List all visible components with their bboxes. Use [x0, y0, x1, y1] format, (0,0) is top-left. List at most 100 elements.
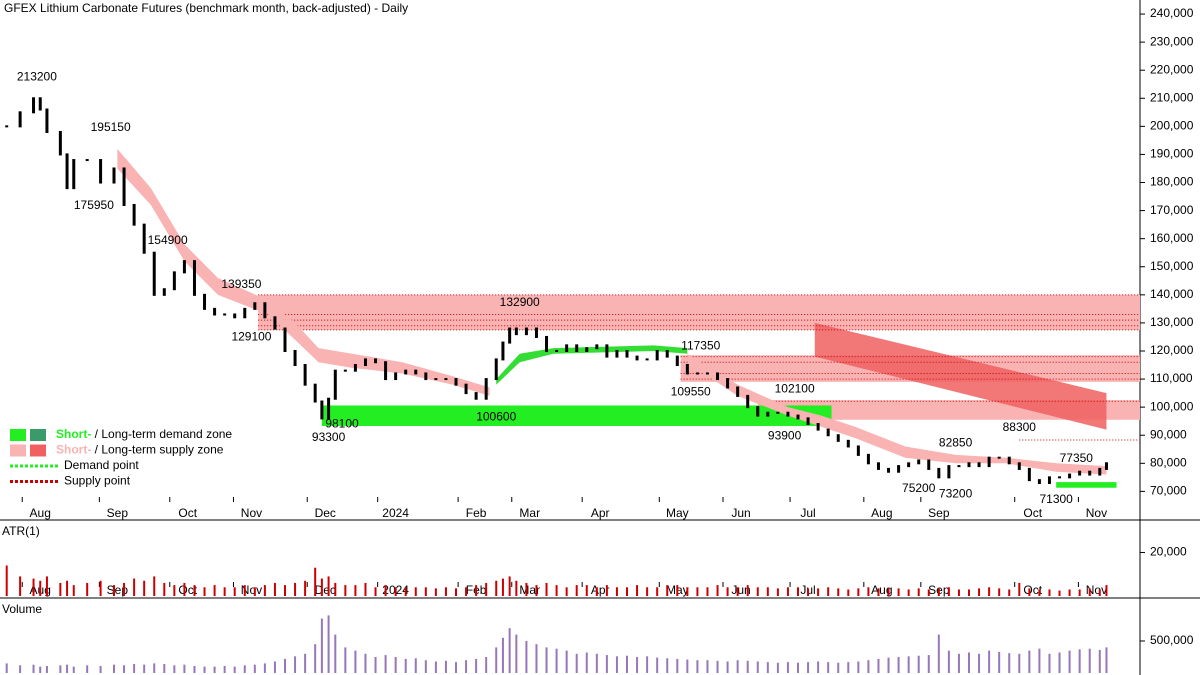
atr-bar [827, 587, 830, 596]
price-bar [846, 439, 850, 448]
y-tick-label: 200,000 [1150, 119, 1194, 133]
x-tick-label: Oct [1023, 583, 1042, 597]
y-tick-label: 220,000 [1150, 62, 1194, 76]
atr-bar [575, 585, 578, 596]
volume-bar [334, 634, 337, 673]
x-tick-label: Dec [315, 583, 336, 597]
volume-bar [535, 644, 538, 673]
atr-bar [907, 589, 910, 596]
volume-title: Volume [2, 602, 42, 616]
price-bar [38, 97, 42, 111]
legend-text: / [91, 443, 101, 457]
price-bar [142, 223, 146, 254]
price-bar [635, 355, 639, 361]
volume-bar [133, 664, 136, 673]
atr-bar [776, 588, 779, 596]
volume-bar [123, 665, 126, 673]
price-bar [937, 467, 941, 479]
zone [321, 405, 832, 426]
x-tick-label: Oct [1023, 506, 1042, 520]
price-bar [917, 459, 921, 465]
legend-swatch [10, 444, 26, 457]
volume-bar [72, 666, 75, 673]
price-bar [1058, 476, 1062, 479]
y-tick-label: 100,000 [1150, 399, 1194, 413]
volume-bar [59, 665, 62, 673]
legend-text: Short- [56, 443, 91, 457]
volume-bar [968, 652, 970, 673]
x-tick-label: Apr [591, 506, 610, 520]
y-tick-label: 180,000 [1150, 175, 1194, 189]
atr-bar [314, 567, 317, 596]
y-tick-label: 170,000 [1150, 203, 1194, 217]
price-bar [1098, 467, 1102, 476]
atr-bar [565, 587, 568, 596]
volume-bar [917, 655, 920, 673]
price-bar [987, 456, 991, 468]
price-bar [565, 344, 569, 352]
atr-bar [746, 585, 749, 596]
long-term-zone [814, 322, 1107, 430]
price-annotation: 71300 [1039, 492, 1073, 506]
volume-bar [817, 661, 820, 673]
volume-bar [575, 653, 578, 673]
volume-bar [501, 637, 504, 673]
x-tick-label: Jun [731, 506, 750, 520]
x-tick-label: Nov [1086, 506, 1107, 520]
atr-bar [978, 588, 981, 596]
y-tick-label: 20,000 [1150, 545, 1187, 559]
volume-bar [263, 663, 266, 673]
volume-bar [957, 653, 960, 673]
atr-bar [72, 585, 75, 596]
volume-bar [555, 648, 558, 673]
price-bar [907, 462, 911, 468]
legend-text: Demand point [64, 458, 139, 472]
x-tick-label: Feb [466, 506, 487, 520]
price-bar [122, 167, 126, 206]
price-bar [474, 392, 478, 400]
atr-bar [1028, 588, 1031, 596]
price-bar [444, 378, 448, 381]
price-annotation: 129100 [231, 330, 271, 344]
volume-bar [475, 658, 478, 673]
atr-title: ATR(1) [2, 524, 40, 538]
volume-bar [253, 664, 256, 673]
legend-label: Short- / Long-term supply zone [56, 443, 224, 457]
price-bar [736, 386, 740, 397]
atr-bar [334, 582, 337, 596]
atr-bar [99, 580, 102, 596]
price-bar [796, 414, 800, 420]
atr-bar [374, 587, 377, 596]
y-tick-label: 150,000 [1150, 259, 1194, 273]
x-tick-label: Aug [30, 506, 51, 520]
y-tick-label: 210,000 [1150, 90, 1194, 104]
atr-bar [927, 589, 930, 596]
volume-bar [907, 656, 910, 673]
volume-bar [273, 661, 276, 673]
atr-bar [304, 580, 307, 596]
price-bar [203, 293, 207, 310]
atr-bar [1098, 589, 1101, 596]
price-annotation: 213200 [17, 69, 57, 83]
x-tick-label: Dec [315, 506, 336, 520]
price-bar [1047, 476, 1051, 484]
volume-bar [193, 665, 196, 673]
volume-bar [424, 660, 427, 673]
x-tick-label: Mar [519, 583, 540, 597]
atr-bar [766, 587, 769, 596]
atr-bar [887, 588, 890, 596]
atr-bar [434, 588, 437, 596]
price-bar [726, 378, 730, 389]
volume-bar [696, 660, 699, 673]
price-bar [665, 349, 669, 358]
atr-bar [686, 587, 689, 596]
volume-bar [887, 657, 890, 673]
legend-label: Demand point [64, 458, 139, 472]
price-bar [957, 465, 961, 468]
volume-bar [153, 663, 156, 673]
atr-bar [86, 582, 89, 596]
volume-bar [515, 634, 518, 673]
volume-bar [1058, 652, 1061, 673]
price-bar [675, 355, 679, 367]
volume-bar [1098, 649, 1101, 673]
